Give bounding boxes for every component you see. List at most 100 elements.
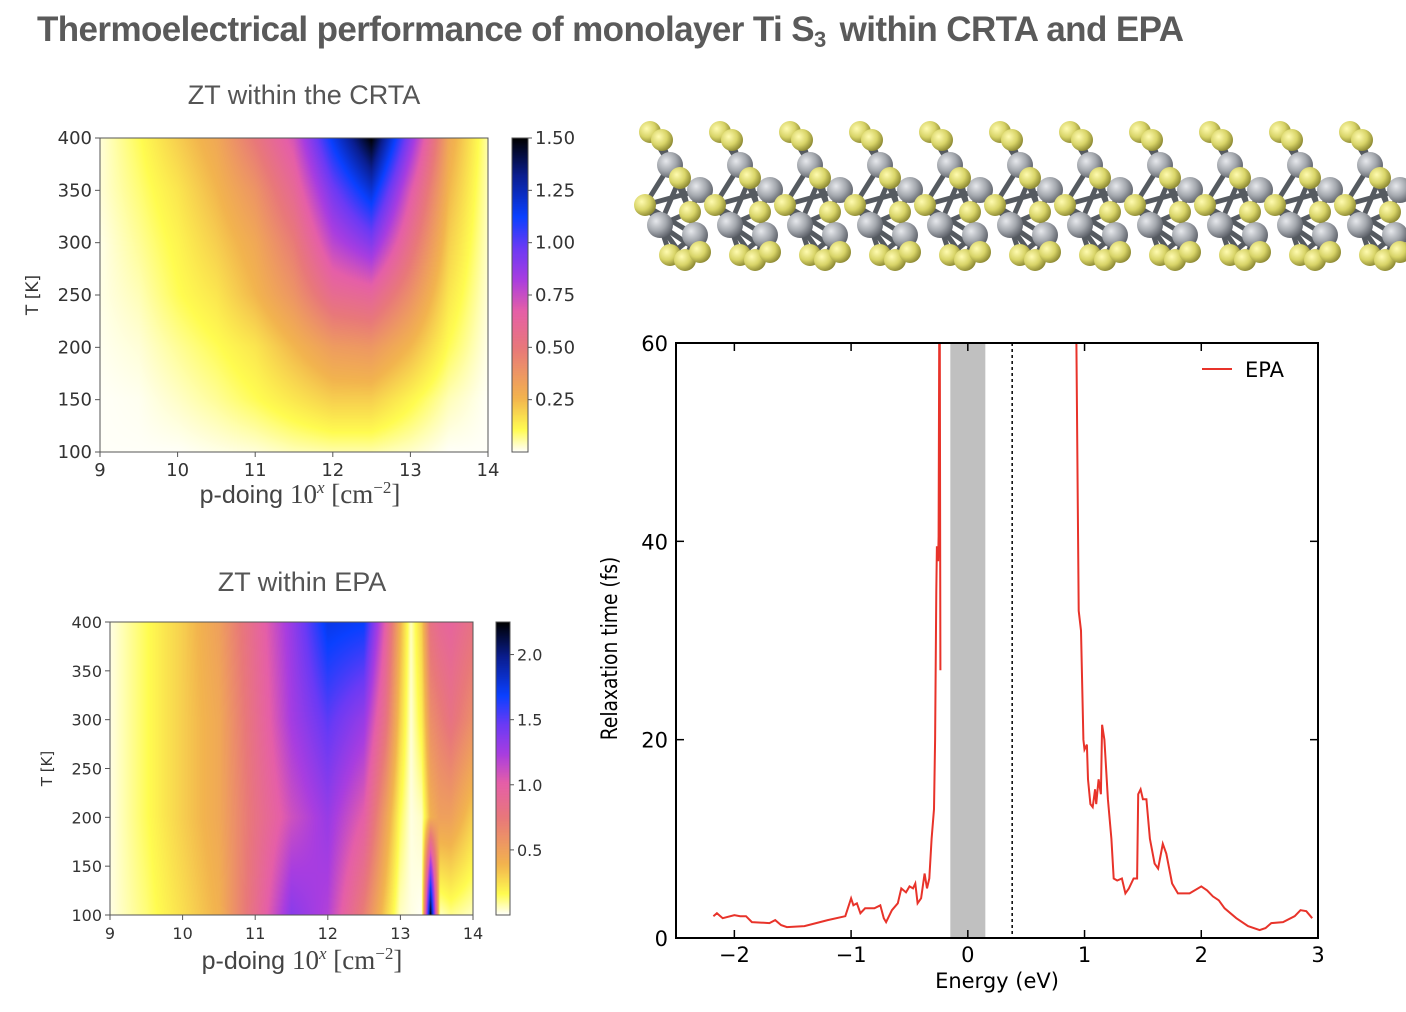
sulfur-atom: [1054, 194, 1076, 216]
sulfur-atom: [829, 241, 851, 263]
titanium-atom: [1207, 212, 1233, 238]
y-axis-label: Relaxation time (fs): [597, 557, 623, 741]
sulfur-atom: [879, 167, 901, 189]
y-tick-label: 200: [71, 808, 102, 827]
sulfur-atom: [1071, 129, 1093, 151]
sulfur-atom: [749, 201, 771, 223]
x-tick-label: 11: [244, 460, 267, 481]
titanium-atom: [647, 212, 673, 238]
sulfur-atom: [1211, 129, 1233, 151]
epa-series-line: [712, 343, 1313, 932]
x-tick-label: 3: [1311, 943, 1324, 967]
sulfur-atom: [1169, 201, 1191, 223]
y-tick-label: 40: [641, 530, 668, 554]
colorbar-tick-label: 0.50: [535, 337, 575, 358]
sulfur-atom: [1029, 201, 1051, 223]
colorbar-tick-label: 1.5: [517, 711, 542, 730]
y-tick-label: 400: [58, 128, 92, 149]
titanium-atom: [927, 212, 953, 238]
titanium-atom: [1317, 177, 1343, 203]
sulfur-atom: [861, 129, 883, 151]
y-tick-label: 150: [58, 390, 92, 411]
x-tick-label: 13: [399, 460, 422, 481]
x-tick-label: −2: [719, 943, 750, 967]
epa-heatmap: [110, 622, 473, 915]
y-tick-label: 200: [58, 337, 92, 358]
titanium-atom: [1107, 177, 1133, 203]
y-tick-label: 350: [71, 662, 102, 681]
y-tick-label: 250: [71, 760, 102, 779]
sulfur-atom: [1001, 129, 1023, 151]
sulfur-atom: [1281, 129, 1303, 151]
x-axis-label: Energy (eV): [935, 969, 1059, 993]
titanium-atom: [897, 177, 923, 203]
colorbar-tick-label: 0.75: [535, 285, 575, 306]
sulfur-atom: [1039, 241, 1061, 263]
sulfur-atom: [1179, 241, 1201, 263]
band-gap-shade: [950, 343, 986, 938]
sulfur-atom: [949, 167, 971, 189]
sulfur-atom: [1309, 201, 1331, 223]
relaxation-time-chart: −2 −1 0 1 2 3 0 20 40 60 Energy (eV) Relaxation tim…: [597, 332, 1325, 993]
titanium-atom: [787, 212, 813, 238]
x-tick-label: 9: [105, 924, 115, 943]
sulfur-atom: [1089, 167, 1111, 189]
colorbar-frame: [495, 621, 511, 916]
crta-x-axis-label: p-doing 10x [cm−2]: [199, 478, 401, 509]
x-tick-label: 9: [94, 460, 105, 481]
titanium-atom: [687, 177, 713, 203]
colorbar-tick-label: 2.0: [517, 646, 542, 665]
sulfur-atom: [721, 129, 743, 151]
sulfur-atom: [1124, 194, 1146, 216]
y-tick-label: 300: [58, 233, 92, 254]
heatmap-frame: [99, 137, 489, 453]
crta-heatmap: [100, 138, 488, 452]
sulfur-atom: [1319, 241, 1341, 263]
sulfur-atom: [1369, 167, 1391, 189]
y-tick-label: 100: [71, 906, 102, 925]
x-tick-label: 10: [172, 924, 192, 943]
x-tick-label: 14: [477, 460, 500, 481]
epa-x-axis-label: p-doing 10x [cm−2]: [201, 944, 403, 975]
sulfur-atom: [1099, 201, 1121, 223]
sulfur-atom: [1194, 194, 1216, 216]
sulfur-atom: [689, 241, 711, 263]
colorbar-tick-label: 1.00: [535, 233, 575, 254]
x-tick-label: 10: [166, 460, 189, 481]
sulfur-atom: [1141, 129, 1163, 151]
titanium-atom: [1137, 212, 1163, 238]
sulfur-atom: [1019, 167, 1041, 189]
y-tick-label: 20: [641, 729, 668, 753]
legend-label-epa: EPA: [1245, 358, 1285, 382]
sulfur-atom: [1334, 194, 1356, 216]
sulfur-atom: [1239, 201, 1261, 223]
sulfur-atom: [669, 167, 691, 189]
sulfur-atom: [1351, 129, 1373, 151]
titanium-atom: [997, 212, 1023, 238]
sulfur-atom: [819, 201, 841, 223]
titanium-atom: [1177, 177, 1203, 203]
x-tick-label: 14: [463, 924, 483, 943]
sulfur-atom: [931, 129, 953, 151]
x-tick-label: 2: [1195, 943, 1208, 967]
sulfur-atom: [679, 201, 701, 223]
title-text: Thermoelectrical performance of monolaye…: [37, 10, 815, 49]
sulfur-atom: [1229, 167, 1251, 189]
colorbar-tick-label: 1.25: [535, 180, 575, 201]
colorbar-tick-label: 1.0: [517, 776, 542, 795]
sulfur-atom: [809, 167, 831, 189]
y-tick-label: 60: [641, 332, 668, 356]
colorbar-frame: [511, 137, 529, 453]
sulfur-atom: [1109, 241, 1131, 263]
titanium-atom: [967, 177, 993, 203]
titanium-atom: [827, 177, 853, 203]
sulfur-atom: [1389, 241, 1406, 263]
titanium-atom: [1037, 177, 1063, 203]
x-tick-label: 11: [245, 924, 265, 943]
sulfur-atom: [1249, 241, 1271, 263]
epa-colorbar: [496, 622, 510, 915]
x-tick-label: 0: [961, 943, 974, 967]
sulfur-atom: [1159, 167, 1181, 189]
sulfur-atom: [899, 241, 921, 263]
